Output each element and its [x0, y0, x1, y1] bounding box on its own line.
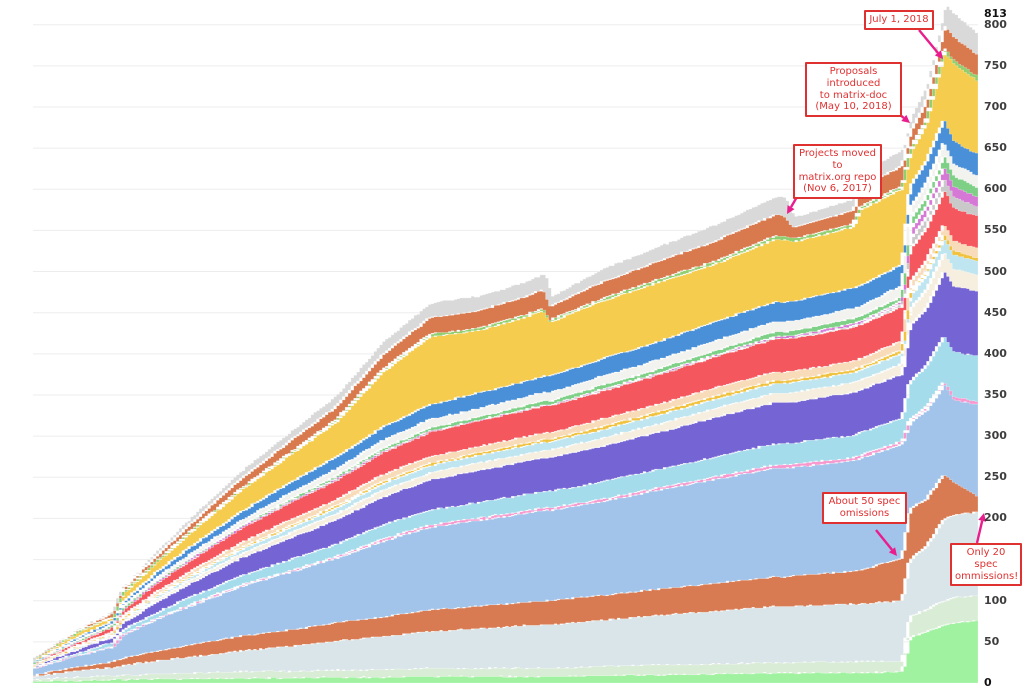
area-series-green-line	[32, 48, 979, 662]
annotation-projects-moved: Projects moved to matrix.org repo (Nov 6, …	[793, 144, 882, 200]
annotation-line: July 1, 2018	[869, 14, 929, 25]
annotation-line: omissions	[839, 507, 890, 519]
y-axis-tick-500: 500	[984, 264, 1007, 278]
y-axis-tick-450: 450	[984, 305, 1007, 319]
chart-areas	[32, 6, 979, 684]
y-axis-max-label: 813	[984, 7, 1007, 20]
y-axis-tick-600: 600	[984, 182, 1007, 196]
annotation-line: (May 10, 2018)	[815, 101, 892, 113]
annotation-arrowhead-projects-moved	[787, 205, 795, 214]
y-axis-tick-250: 250	[984, 470, 1007, 484]
annotation-arrowhead-only-20-spec-ommissions	[978, 513, 987, 522]
annotation-line: Only 20 spec	[966, 547, 1006, 570]
annotation-line: ommissions!	[955, 570, 1019, 582]
y-axis-tick-800: 800	[984, 17, 1007, 31]
annotation-line: (Nov 6, 2017)	[803, 183, 872, 195]
area-series-cyan-pale	[32, 240, 979, 667]
y-axis-tick-200: 200	[984, 511, 1007, 525]
y-axis-tick-400: 400	[984, 346, 1007, 360]
y-axis-tick-750: 750	[984, 58, 1007, 72]
y-axis-tick-50: 50	[984, 634, 1000, 648]
y-axis-tick-300: 300	[984, 429, 1007, 443]
annotation-arrowhead-about-50-spec-omissions	[888, 547, 897, 556]
annotation-july-1-2018: July 1, 2018	[864, 10, 934, 30]
area-series-white-band	[32, 142, 979, 665]
annotation-proposals-matrix-doc: Proposals introduced to matrix-doc (May 10…	[805, 62, 902, 118]
annotation-line: to matrix-doc	[819, 89, 888, 101]
annotation-line: Projects moved to	[799, 148, 876, 171]
y-axis-tick-550: 550	[984, 223, 1007, 237]
annotation-arrowhead-proposals-matrix-doc	[901, 114, 910, 123]
area-series-grey-top	[32, 6, 979, 661]
y-axis-tick-100: 100	[984, 593, 1007, 607]
y-axis-tick-700: 700	[984, 99, 1007, 113]
annotation-arrow-line-only-20-spec-ommissions	[975, 520, 984, 544]
y-axis-tick-650: 650	[984, 141, 1007, 155]
y-axis-tick-0: 0	[984, 676, 992, 689]
annotation-line: matrix.org repo	[798, 171, 877, 183]
annotation-line: Proposals introduced	[826, 66, 881, 89]
annotation-arrowhead-july-1-2018	[934, 50, 943, 59]
annotation-arrow-line-july-1-2018	[918, 29, 939, 54]
annotation-line: About 50 spec	[828, 496, 901, 507]
annotation-arrow-line-about-50-spec-omissions	[875, 529, 893, 551]
annotation-about-50-spec-omissions: About 50 spec omissions	[822, 492, 907, 524]
y-axis-tick-350: 350	[984, 387, 1007, 401]
area-series-peach	[32, 225, 979, 667]
annotation-only-20-spec-ommissions: Only 20 spec ommissions!	[950, 543, 1022, 587]
